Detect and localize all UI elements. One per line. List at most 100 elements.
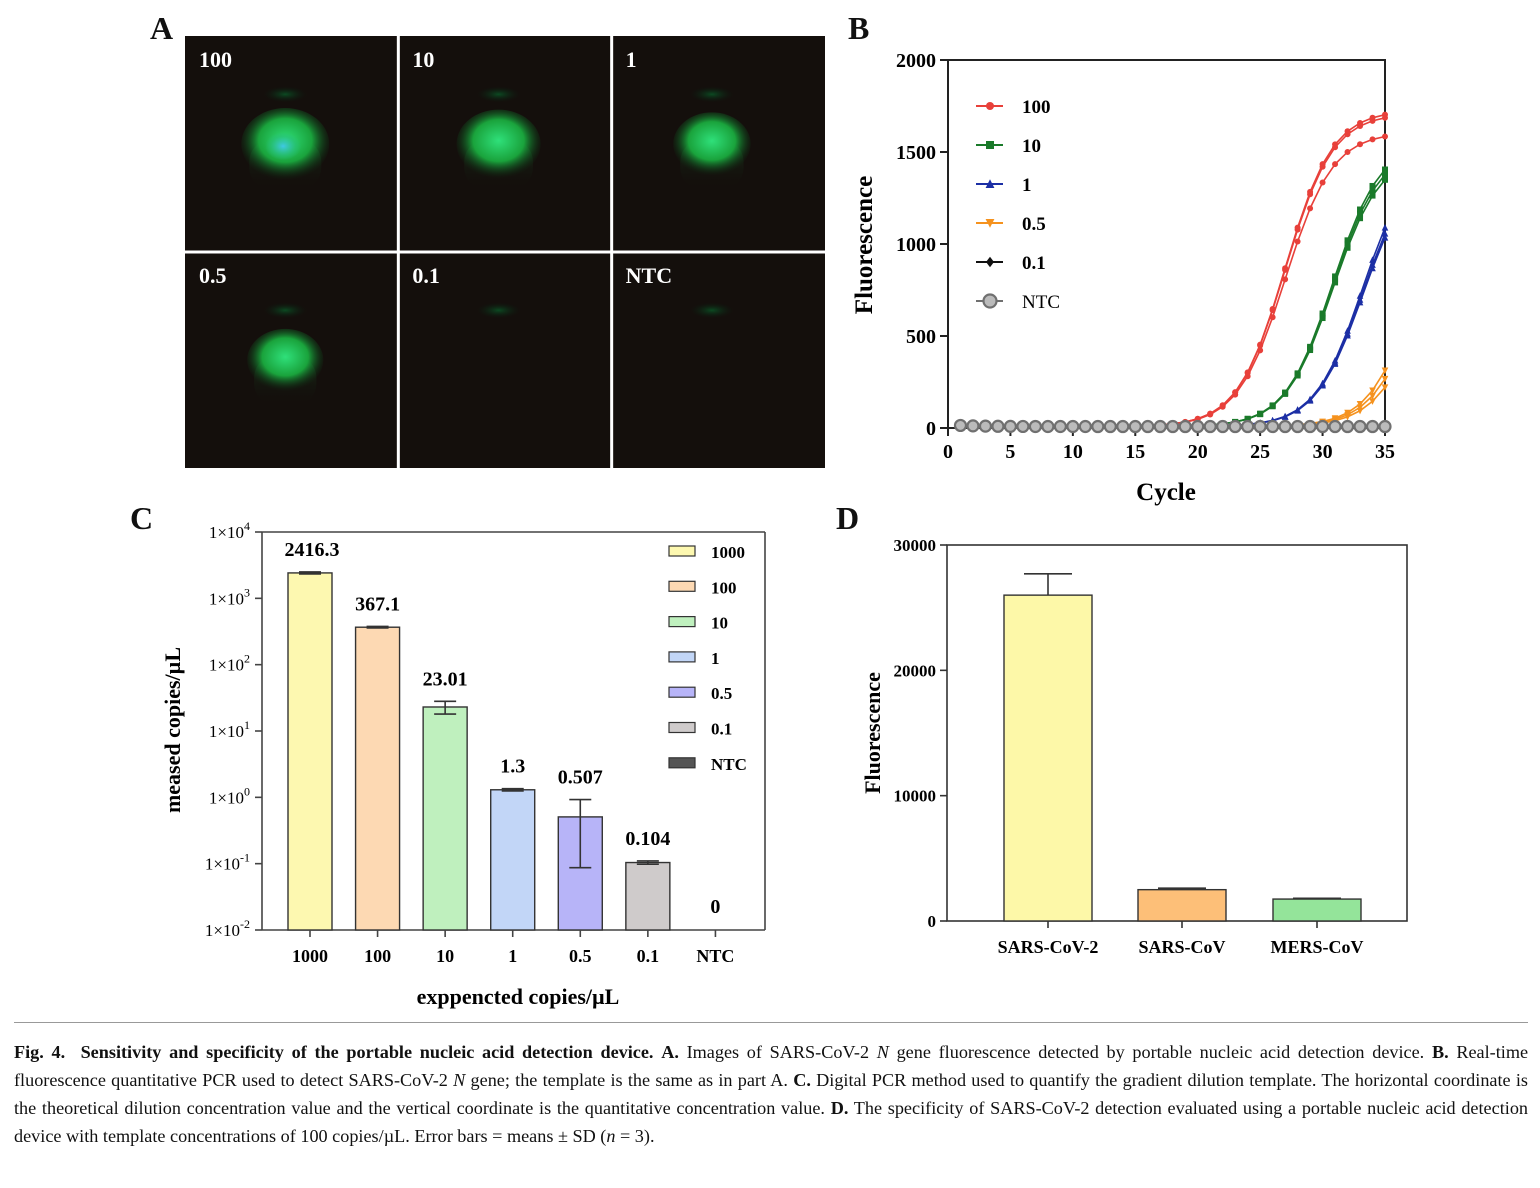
data-point — [1091, 419, 1105, 434]
y-tick-label: 1×10-2 — [205, 917, 250, 940]
data-point — [1191, 419, 1205, 434]
data-point — [966, 419, 980, 433]
legend-label: NTC — [711, 755, 747, 774]
chart-c-ylabel: meased copies/µL — [160, 647, 185, 813]
data-point — [1328, 419, 1342, 434]
x-tick-label: 0 — [943, 441, 953, 463]
y-tick-exponent: 2 — [244, 652, 250, 666]
chart-b-ylabel: Fluorescence — [851, 176, 878, 314]
x-tick-label: 100 — [364, 946, 391, 966]
data-point — [1078, 419, 1092, 434]
legend-label: 1 — [1022, 175, 1032, 196]
bar-group: SARS-CoV-2 — [998, 573, 1098, 957]
bar-group: 1.31 — [490, 756, 536, 966]
data-point — [986, 102, 994, 110]
data-point — [1128, 419, 1142, 434]
data-point — [1282, 266, 1289, 273]
x-tick-label: 25 — [1250, 441, 1270, 463]
data-point — [1319, 179, 1326, 186]
bar-group: 0.507 0.5 — [557, 767, 603, 966]
y-tick-exponent: 1 — [244, 718, 250, 732]
data-point — [978, 419, 993, 433]
x-tick-label: 5 — [1005, 441, 1015, 463]
data-point — [1219, 403, 1226, 410]
chart-c-xlabel: exppencted copies/µL — [417, 984, 620, 1009]
bar — [1272, 898, 1362, 922]
x-tick-label: 10 — [436, 946, 454, 966]
data-point — [1357, 122, 1364, 129]
data-point — [1357, 141, 1364, 148]
data-point — [1041, 419, 1055, 434]
caption-fig-label: Fig. 4. — [14, 1042, 66, 1062]
legend-swatch — [668, 580, 696, 592]
data-point — [1356, 298, 1364, 306]
data-point — [1369, 264, 1376, 272]
bar-group: 367.1 100 — [354, 593, 401, 966]
data-point — [1207, 411, 1214, 418]
data-point — [985, 219, 995, 228]
data-point — [1356, 407, 1364, 415]
y-tick-label: 1×102 — [209, 652, 250, 675]
y-tick-label: 0 — [928, 912, 937, 931]
data-point — [982, 293, 998, 309]
bar-group: 0.104 0.1 — [625, 828, 671, 966]
data-point — [1344, 244, 1351, 251]
y-tick-exponent: 3 — [244, 585, 250, 599]
caption-c-text: Digital PCR method used to quantify the … — [14, 1070, 1528, 1118]
legend-swatch — [668, 686, 696, 698]
caption-gene-b: N — [453, 1070, 466, 1090]
data-point — [1344, 331, 1351, 339]
y-tick-base: 1×10 — [209, 523, 244, 542]
caption-b-text-1: Real-time fluorescence quantitative PCR … — [14, 1042, 1529, 1090]
data-label: 23.01 — [423, 668, 468, 690]
x-tick-label: 0.1 — [637, 946, 660, 966]
caption-d-label: D. — [830, 1098, 849, 1118]
bar — [354, 626, 401, 931]
data-point — [1381, 367, 1389, 375]
caption-a-label: A. — [661, 1042, 679, 1062]
data-point — [1332, 273, 1339, 280]
legend-swatch — [668, 721, 696, 734]
x-tick-label: 1 — [508, 946, 517, 966]
panel-d-letter: D — [836, 500, 860, 536]
y-tick-exponent: 0 — [244, 784, 250, 798]
caption-b-text-2: gene; the template is the same as in par… — [465, 1070, 788, 1090]
x-tick-label: 30 — [1313, 441, 1333, 463]
data-point — [1340, 419, 1355, 434]
legend-label: 1 — [711, 649, 720, 668]
legend-label: 1000 — [711, 543, 745, 562]
caption-a-text-1: Images of SARS-CoV-2 — [686, 1042, 877, 1062]
y-tick-base: 1×10 — [205, 921, 240, 940]
data-point — [1281, 413, 1289, 420]
data-point — [1382, 114, 1388, 121]
data-point — [1332, 161, 1339, 168]
data-point — [1357, 206, 1364, 213]
data-point — [1332, 279, 1339, 286]
data-point — [1315, 419, 1330, 434]
x-tick-label: 35 — [1375, 441, 1395, 463]
y-tick-label: 1×104 — [209, 519, 250, 542]
caption-c-label: C. — [793, 1070, 811, 1090]
data-point — [1266, 419, 1280, 434]
y-tick-label: 1000 — [896, 234, 936, 256]
bar-group: 0 NTC — [696, 896, 734, 966]
data-point — [1278, 419, 1292, 434]
panel-b-letter: B — [848, 10, 870, 46]
data-point — [1369, 387, 1376, 395]
data-point — [1257, 347, 1264, 354]
data-point — [1319, 315, 1326, 322]
data-point — [1319, 381, 1326, 389]
data-point — [1244, 373, 1251, 380]
data-point — [1369, 392, 1376, 400]
data-point — [1269, 403, 1276, 410]
legend-swatch — [668, 651, 696, 663]
data-point — [1244, 416, 1251, 423]
y-tick-exponent: 4 — [244, 519, 250, 533]
y-tick-base: 1×10 — [209, 722, 244, 741]
legend-item: 1000 — [668, 543, 745, 562]
data-point — [1356, 401, 1364, 408]
data-point — [1166, 419, 1180, 434]
data-point — [1053, 419, 1067, 434]
y-tick-exponent: -1 — [240, 851, 250, 865]
